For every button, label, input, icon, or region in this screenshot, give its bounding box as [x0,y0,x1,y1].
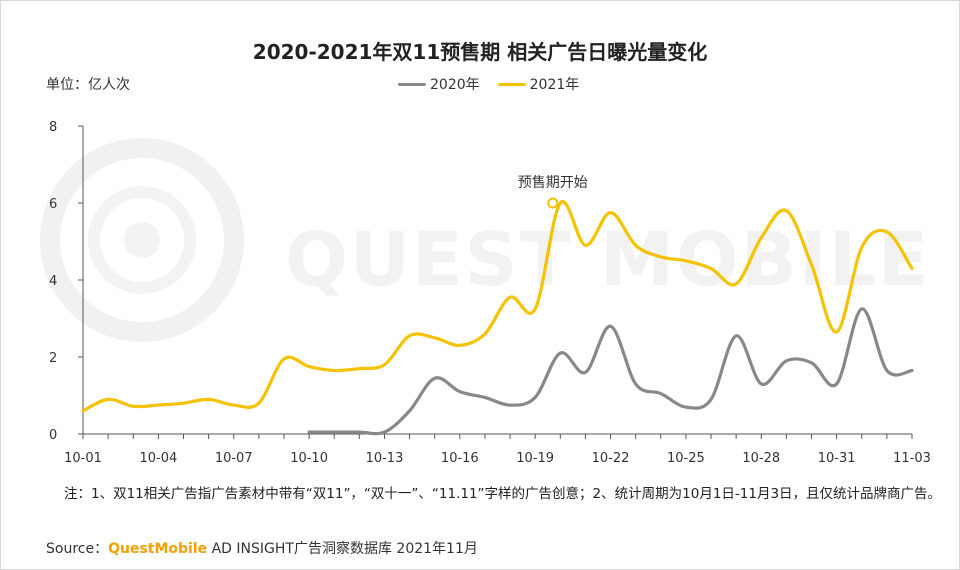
series-line-2020 [307,307,914,436]
source-suffix: AD INSIGHT广告洞察数据库 2021年11月 [207,541,478,557]
x-tick-label: 10-07 [215,451,253,466]
x-tick-label: 10-22 [592,451,630,466]
watermark-text: QUEST MOBILE [285,217,930,303]
legend-item-2021: 2021年 [497,74,580,94]
legend-swatch-2021 [497,82,526,86]
legend-label-2020: 2020年 [430,77,480,93]
x-tick-label: 10-28 [742,451,780,466]
watermark-logo: QUEST MOBILE [40,138,930,342]
series-line-2021 [81,200,914,413]
y-tick-label: 0 [49,428,57,443]
source-line: Source：QuestMobile AD INSIGHT广告洞察数据库 202… [46,538,478,558]
y-tick-label: 4 [49,274,57,289]
x-tick-label: 10-19 [516,451,554,466]
x-tick-label: 10-31 [818,451,856,466]
legend-label-2021: 2021年 [529,77,580,93]
y-tick-label: 2 [49,351,57,366]
presale-start-marker [547,197,559,209]
source-brand: QuestMobile [108,541,208,557]
chart-title: 2020-2021年双11预售期 相关广告日曝光量变化 [252,40,708,64]
x-tick-label: 10-13 [366,451,404,466]
x-tick-label: 11-03 [893,451,931,466]
y-tick-label: 6 [49,197,57,212]
x-tick-label: 10-01 [64,451,102,466]
x-tick-label: 10-04 [139,451,177,466]
unit-label: 单位：亿人次 [46,77,130,93]
presale-start-label: 预售期开始 [518,175,588,191]
y-tick-label: 8 [49,120,57,135]
source-prefix: Source： [46,541,109,557]
footnote: 注：1、双11相关广告指广告素材中带有“双11”，“双十一”、“11.11”字样… [64,486,942,502]
x-tick-label: 10-16 [441,451,479,466]
legend-swatch-2020 [398,82,426,86]
x-tick-label: 10-10 [290,451,328,466]
x-tick-label: 10-25 [667,451,705,466]
legend-item-2020: 2020年 [398,74,480,94]
legend: 2020年 2021年 [398,74,597,94]
